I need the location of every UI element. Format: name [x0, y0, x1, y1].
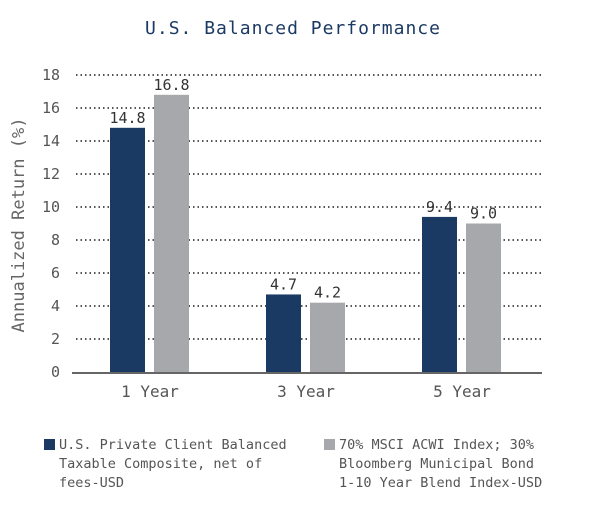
bar — [310, 302, 345, 372]
legend-label: U.S. Private Client Balanced Taxable Com… — [59, 437, 287, 491]
y-tick-label: 12 — [42, 165, 60, 183]
y-tick-label: 16 — [42, 99, 60, 117]
y-tick-label: 8 — [51, 231, 60, 249]
bar — [154, 94, 189, 373]
y-tick-label: 10 — [42, 198, 60, 216]
y-tick-label: 0 — [51, 363, 60, 381]
y-tick-label: 18 — [42, 66, 60, 84]
x-tick-label: 1 Year — [121, 382, 179, 401]
data-label: 9.0 — [470, 205, 497, 223]
bar — [466, 223, 501, 372]
bar — [422, 216, 457, 372]
legend-item-index: 70% MSCI ACWI Index; 30% Bloomberg Munic… — [324, 436, 554, 493]
y-tick-label: 6 — [51, 264, 60, 282]
y-tick-label: 4 — [51, 297, 60, 315]
legend-item-composite: U.S. Private Client Balanced Taxable Com… — [44, 436, 294, 493]
bar — [110, 127, 145, 372]
bar-chart: U.S. Balanced Performance Annualized Ret… — [9, 18, 542, 401]
legend-swatch-gray — [324, 439, 335, 450]
x-tick-label: 5 Year — [433, 382, 491, 401]
data-label: 4.7 — [270, 275, 297, 293]
bar — [266, 294, 301, 372]
legend-label: 70% MSCI ACWI Index; 30% Bloomberg Munic… — [339, 437, 543, 491]
data-label: 4.2 — [314, 284, 341, 302]
data-label: 14.8 — [109, 109, 145, 127]
y-axis-label: Annualized Return (%) — [9, 118, 29, 333]
y-tick-label: 2 — [51, 330, 60, 348]
chart-title: U.S. Balanced Performance — [145, 18, 441, 39]
x-tick-label: 3 Year — [277, 382, 335, 401]
legend-swatch-navy — [44, 439, 55, 450]
y-tick-label: 14 — [42, 132, 60, 150]
data-label: 9.4 — [426, 198, 453, 216]
data-label: 16.8 — [153, 76, 189, 94]
